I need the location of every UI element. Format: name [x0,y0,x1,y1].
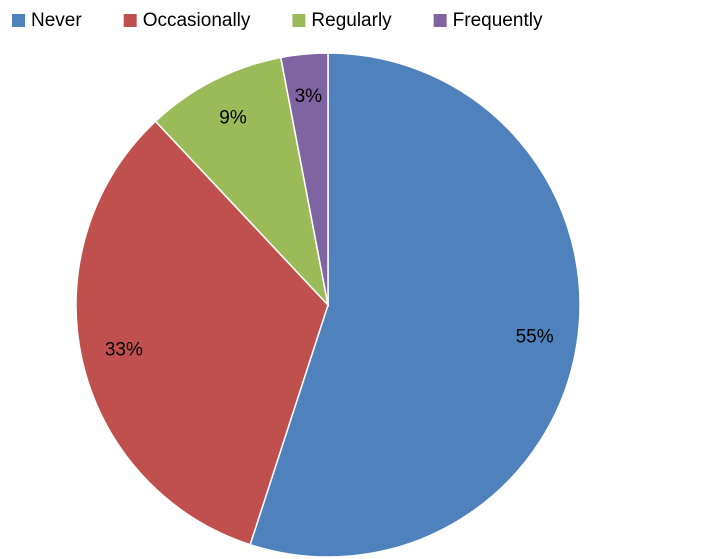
legend-swatch [292,14,306,27]
data-label: 9% [219,108,247,129]
pie [75,52,581,558]
data-label: 33% [105,340,143,361]
pie-slice [154,56,330,308]
legend-label: Never [31,10,82,31]
legend-label: Regularly [311,10,392,31]
pie-slice [249,52,581,558]
data-label: 55% [516,327,554,348]
legend-swatch [433,14,447,27]
legend-label: Frequently [453,10,543,31]
legend-swatch [123,14,137,27]
data-labels: 55% 33% 9% 3% [105,86,554,361]
legend-swatch [12,14,25,27]
pie-slice [279,52,329,306]
legend-label: Occasionally [143,10,251,31]
data-label: 3% [295,86,323,107]
pie-slice [75,120,329,546]
legend: Never Occasionally Regularly Frequently [12,10,543,31]
